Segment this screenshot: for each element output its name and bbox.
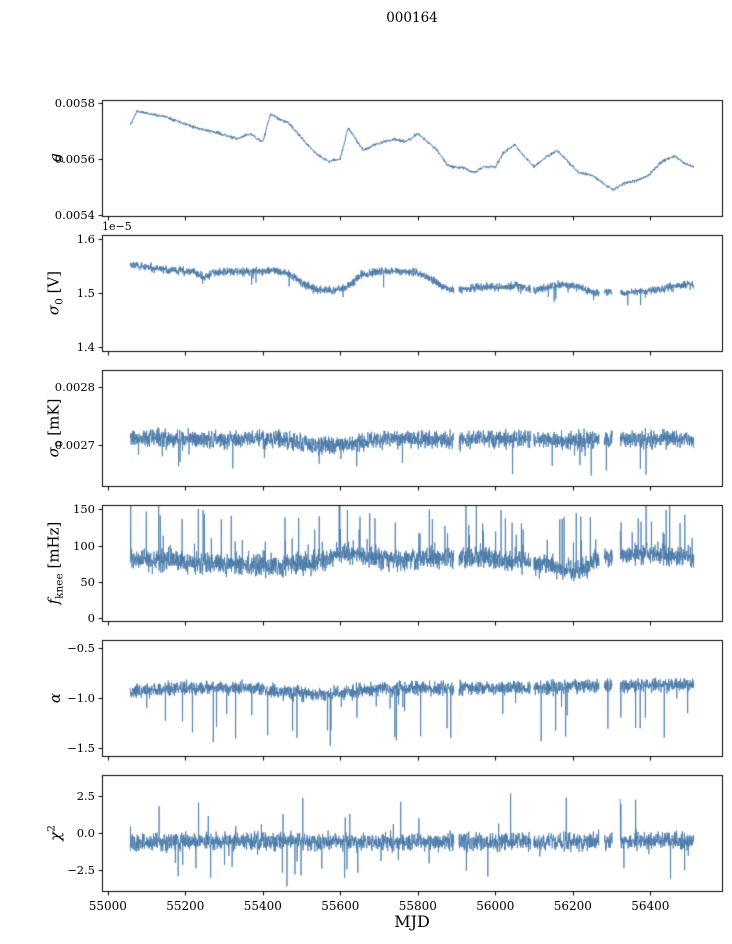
y-axis-symbol: g (46, 153, 64, 163)
y-tick-label: 0.0058 (54, 95, 95, 110)
y-axis-symbol: χ (46, 831, 65, 841)
y-tick-label: 0.0 (76, 826, 95, 840)
x-tick-label: 56400 (631, 899, 670, 913)
x-axis-label: MJD (394, 912, 430, 931)
y-tick-label: 100 (73, 538, 95, 553)
y-tick-label: 1.5 (76, 286, 95, 300)
x-tick-label: 55600 (321, 899, 360, 913)
x-tick-label: 56000 (476, 899, 515, 913)
y-tick-label: −1.0 (67, 691, 95, 705)
y-tick-label: −0.5 (67, 641, 95, 655)
y-tick-label: −1.5 (67, 741, 95, 755)
y-axis-symbol: σ (44, 304, 63, 316)
y-tick-label: −2.5 (67, 863, 95, 878)
y-tick-label: 0.0056 (54, 151, 95, 166)
y-axis-label: g (46, 153, 64, 163)
x-tick-label: 55200 (166, 899, 205, 913)
y-tick-label: 0.0028 (54, 380, 95, 395)
y-axis-label: σ0 [V] (44, 270, 66, 316)
y-axis-label: χ2 (45, 825, 65, 841)
x-tick-label: 55400 (243, 899, 282, 913)
y-tick-label: 0.0027 (54, 438, 95, 453)
y-tick-label: 1.6 (76, 232, 95, 247)
y-tick-label: 0.0054 (54, 207, 95, 222)
y-tick-label: 1.4 (76, 339, 95, 354)
axis-offset-text: 1e−5 (102, 220, 132, 233)
y-tick-label: 0 (87, 611, 95, 626)
y-axis-symbol: σ (44, 447, 63, 458)
y-tick-label: 150 (73, 502, 95, 517)
y-axis-symbol: f (44, 598, 63, 605)
y-tick-label: 50 (80, 574, 95, 589)
y-axis-label: σ0 [mK] (44, 398, 66, 458)
x-tick-label: 56200 (553, 899, 592, 913)
x-tick-label: 55800 (398, 899, 437, 913)
y-axis-symbol: α (46, 692, 64, 704)
y-axis-label: α (46, 693, 64, 703)
x-tick-label: 55000 (88, 899, 127, 913)
y-axis-label: fknee [mHz] (44, 521, 66, 605)
y-tick-label: 2.5 (76, 788, 95, 803)
